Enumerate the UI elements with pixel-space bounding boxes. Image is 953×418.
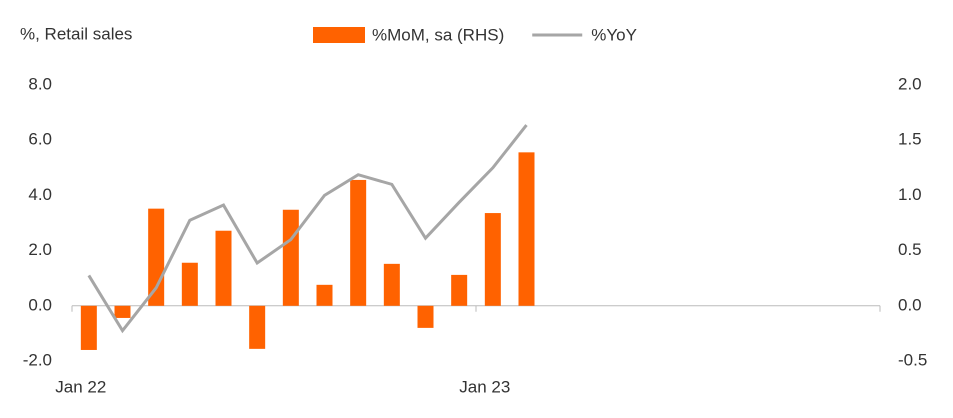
- y-tick-label: 2.0: [28, 240, 52, 259]
- bar: [80, 305, 97, 350]
- bar: [215, 230, 232, 306]
- line: [87, 124, 528, 334]
- bar: [383, 263, 400, 306]
- x-tick-label: Jan 22: [55, 377, 106, 396]
- bar: [181, 262, 198, 306]
- y-tick-label: 8.0: [28, 74, 52, 93]
- y-tick-label: 4.0: [28, 185, 52, 204]
- y2-tick-label: 1.5: [898, 130, 922, 149]
- bar: [114, 305, 131, 318]
- legend-swatch: [313, 27, 365, 43]
- bar: [148, 208, 165, 306]
- y-tick-label: 6.0: [28, 130, 52, 149]
- bar: [484, 213, 501, 306]
- y2-tick-label: 1.0: [898, 185, 922, 204]
- legend-label: %MoM, sa (RHS): [372, 25, 504, 44]
- bar: [417, 305, 434, 328]
- bar: [451, 274, 468, 306]
- legend-label: %YoY: [591, 25, 637, 44]
- y2-tick-label: 0.5: [898, 240, 922, 259]
- x-tick-label: Jan 23: [459, 377, 510, 396]
- bar: [316, 284, 333, 306]
- y2-tick-label: 0.0: [898, 295, 922, 314]
- bar: [249, 305, 266, 349]
- y-axis-label: %, Retail sales: [20, 24, 132, 43]
- bar: [518, 152, 535, 306]
- y-tick-label: 0.0: [28, 295, 52, 314]
- y2-tick-label: -0.5: [898, 350, 927, 369]
- y2-tick-label: 2.0: [898, 74, 922, 93]
- bar: [282, 209, 299, 306]
- bar: [350, 179, 367, 306]
- y-tick-label: -2.0: [23, 350, 52, 369]
